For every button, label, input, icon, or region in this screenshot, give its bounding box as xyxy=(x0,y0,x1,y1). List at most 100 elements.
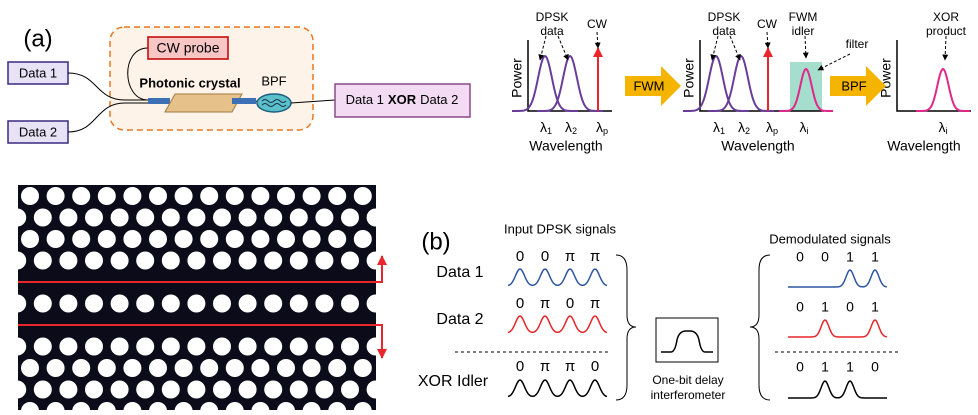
bit-symbol: 0 xyxy=(796,359,804,375)
output-waveform xyxy=(788,381,887,398)
air-hole xyxy=(136,338,154,356)
bit-symbol: 1 xyxy=(846,249,854,265)
figure: (a)Data 1Data 2CW probePhotonic crystalB… xyxy=(0,0,978,415)
bit-symbol: 1 xyxy=(821,299,829,315)
air-hole xyxy=(0,359,13,377)
annotation: DPSK xyxy=(708,10,741,24)
air-hole xyxy=(34,209,52,227)
air-hole xyxy=(136,381,154,399)
air-hole xyxy=(34,252,52,270)
air-hole xyxy=(239,252,257,270)
air-hole xyxy=(34,295,52,313)
lambda-label: λ1 xyxy=(540,119,552,137)
air-hole xyxy=(21,187,39,205)
process-label: BPF xyxy=(841,78,866,93)
air-hole xyxy=(226,230,244,248)
air-hole xyxy=(59,252,77,270)
air-hole xyxy=(47,230,65,248)
air-hole xyxy=(341,252,359,270)
output-waveform xyxy=(788,320,887,337)
section-title: Input DPSK signals xyxy=(504,221,617,236)
phase-symbol: 0 xyxy=(516,295,524,312)
output-left: Data 1 xyxy=(346,92,384,107)
lambda-label: λ2 xyxy=(738,119,750,137)
x-axis-label: Wavelength xyxy=(887,138,960,154)
air-hole xyxy=(264,295,282,313)
probe-label: CW probe xyxy=(156,40,219,56)
section-title: Demodulated signals xyxy=(769,231,891,246)
bit-symbol: 0 xyxy=(796,299,804,315)
pointer xyxy=(945,36,946,60)
air-hole xyxy=(315,338,333,356)
air-hole xyxy=(367,209,385,227)
air-hole xyxy=(47,359,65,377)
row-label: Data 2 xyxy=(436,311,483,328)
air-hole xyxy=(149,187,167,205)
annotation: filter xyxy=(846,37,869,51)
bit-symbol: 1 xyxy=(871,299,879,315)
air-hole xyxy=(290,252,308,270)
pointer xyxy=(558,36,568,60)
air-hole xyxy=(111,295,129,313)
air-hole xyxy=(175,230,193,248)
air-hole xyxy=(405,230,423,248)
input-label: Data 1 xyxy=(19,65,57,80)
air-hole xyxy=(72,359,90,377)
air-hole xyxy=(59,209,77,227)
air-hole xyxy=(175,187,193,205)
air-hole xyxy=(277,187,295,205)
air-hole xyxy=(315,295,333,313)
air-hole xyxy=(72,187,90,205)
air-hole xyxy=(175,359,193,377)
bit-symbol: 0 xyxy=(821,249,829,265)
phase-symbol: π xyxy=(565,248,575,265)
lambda-symbol: λ xyxy=(565,119,572,135)
air-hole xyxy=(290,209,308,227)
air-hole xyxy=(315,252,333,270)
phase-symbol: π xyxy=(590,248,600,265)
input-waveform xyxy=(508,269,607,286)
air-hole xyxy=(136,209,154,227)
air-hole xyxy=(379,230,397,248)
air-hole xyxy=(162,338,180,356)
air-hole xyxy=(303,359,321,377)
air-hole xyxy=(418,209,436,227)
air-hole xyxy=(264,252,282,270)
row-label: XOR Idler xyxy=(418,373,489,390)
filter-icon xyxy=(257,94,291,112)
air-hole xyxy=(354,230,372,248)
lambda-subscript: i xyxy=(806,126,808,136)
lambda-subscript: i xyxy=(945,126,947,136)
air-hole xyxy=(111,338,129,356)
lambda-subscript: p xyxy=(773,126,778,136)
air-hole xyxy=(264,338,282,356)
phase-symbol: 0 xyxy=(516,358,524,375)
air-hole xyxy=(111,252,129,270)
lambda-subscript: p xyxy=(603,126,608,136)
air-hole xyxy=(367,381,385,399)
air-hole xyxy=(213,295,231,313)
air-hole xyxy=(200,187,218,205)
air-hole xyxy=(290,381,308,399)
phase-symbol: π xyxy=(590,295,600,312)
air-hole xyxy=(162,381,180,399)
air-hole xyxy=(187,209,205,227)
brace xyxy=(750,255,770,400)
air-hole xyxy=(85,338,103,356)
air-hole xyxy=(47,187,65,205)
lambda-label: λp xyxy=(596,119,608,137)
annotation: FWM xyxy=(789,10,818,24)
air-hole xyxy=(379,359,397,377)
air-hole xyxy=(200,359,218,377)
air-hole xyxy=(328,187,346,205)
air-hole xyxy=(303,230,321,248)
air-hole xyxy=(379,402,397,415)
air-hole xyxy=(111,381,129,399)
air-hole xyxy=(187,338,205,356)
air-hole xyxy=(354,187,372,205)
air-hole xyxy=(392,252,410,270)
air-hole xyxy=(239,381,257,399)
air-hole xyxy=(85,252,103,270)
air-hole xyxy=(0,402,13,415)
annotation: DPSK xyxy=(536,10,569,24)
